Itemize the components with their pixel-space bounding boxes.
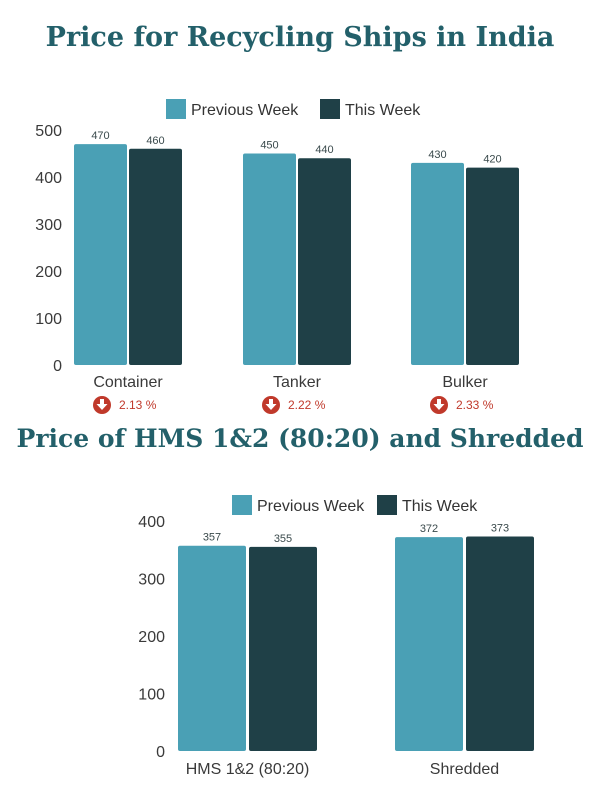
arrow-down-glyph	[265, 399, 277, 410]
y-tick-label: 400	[138, 514, 165, 531]
data-label: 440	[315, 144, 333, 156]
y-tick-label: 200	[35, 264, 62, 281]
data-label: 420	[483, 154, 501, 166]
change-indicator: 2.22 %	[262, 396, 326, 414]
chart-2-group-0: 357 355 HMS 1&2 (80:20)	[178, 532, 317, 778]
bar-previous-week	[74, 144, 127, 365]
chart-1-y-axis: 0 100 200 300 400 500	[35, 123, 62, 375]
legend-swatch-this-week	[320, 99, 340, 119]
data-label: 357	[203, 532, 221, 544]
chart-2-legend: Previous Week This Week	[232, 495, 478, 515]
chart-1-title: Price for Recycling Ships in India	[45, 22, 555, 53]
chart-2-group-1: 372 373 Shredded	[395, 523, 534, 778]
bar-previous-week	[243, 153, 296, 365]
data-label: 373	[491, 523, 509, 535]
data-label: 372	[420, 523, 438, 535]
legend-swatch-previous-week	[232, 495, 252, 515]
chart-1-legend: Previous Week This Week	[166, 99, 421, 119]
y-tick-label: 200	[138, 629, 165, 646]
y-tick-label: 100	[138, 687, 165, 704]
chart-1-group-2: 430 420 Bulker 2.33 %	[411, 149, 519, 414]
x-category-label: Container	[93, 374, 163, 391]
data-label: 450	[260, 140, 278, 152]
y-tick-label: 100	[35, 311, 62, 328]
bar-previous-week	[178, 545, 246, 751]
change-percent-label: 2.33 %	[456, 398, 494, 412]
arrow-down-glyph	[96, 399, 108, 410]
x-category-label: HMS 1&2 (80:20)	[186, 761, 310, 778]
change-percent-label: 2.22 %	[288, 398, 326, 412]
bar-this-week	[466, 167, 519, 365]
arrow-down-glyph	[433, 399, 445, 410]
chart-1-group-1: 450 440 Tanker 2.22 %	[243, 140, 351, 414]
bar-this-week	[129, 148, 182, 365]
data-label: 355	[274, 533, 292, 545]
y-tick-label: 300	[35, 217, 62, 234]
legend-label-this-week: This Week	[345, 102, 421, 119]
x-category-label: Bulker	[442, 374, 488, 391]
chart-1-group-0: 470 460 Container 2.13 %	[74, 130, 182, 414]
y-tick-label: 0	[53, 358, 62, 375]
x-category-label: Shredded	[430, 761, 499, 778]
bar-this-week	[249, 546, 317, 751]
chart-2-y-axis: 0 100 200 300 400	[138, 514, 165, 761]
y-tick-label: 400	[35, 170, 62, 187]
data-label: 470	[91, 130, 109, 142]
y-tick-label: 0	[156, 744, 165, 761]
change-indicator: 2.33 %	[430, 396, 494, 414]
bar-this-week	[466, 536, 534, 751]
legend-label-previous-week: Previous Week	[191, 102, 299, 119]
bar-previous-week	[411, 162, 464, 365]
legend-label-this-week: This Week	[402, 498, 478, 515]
data-label: 460	[146, 135, 164, 147]
y-tick-label: 300	[138, 572, 165, 589]
chart-1-recycling-ships: Previous Week This Week 0 100 200 300 400 500 47…	[35, 99, 519, 414]
change-percent-label: 2.13 %	[119, 398, 157, 412]
chart-2-title: Price of HMS 1&2 (80:20) and Shredded	[16, 424, 584, 453]
legend-label-previous-week: Previous Week	[257, 498, 365, 515]
bar-previous-week	[395, 537, 463, 751]
bar-this-week	[298, 158, 351, 365]
data-label: 430	[428, 149, 446, 161]
legend-swatch-this-week	[377, 495, 397, 515]
y-tick-label: 500	[35, 123, 62, 140]
change-indicator: 2.13 %	[93, 396, 157, 414]
x-category-label: Tanker	[273, 374, 322, 391]
legend-swatch-previous-week	[166, 99, 186, 119]
